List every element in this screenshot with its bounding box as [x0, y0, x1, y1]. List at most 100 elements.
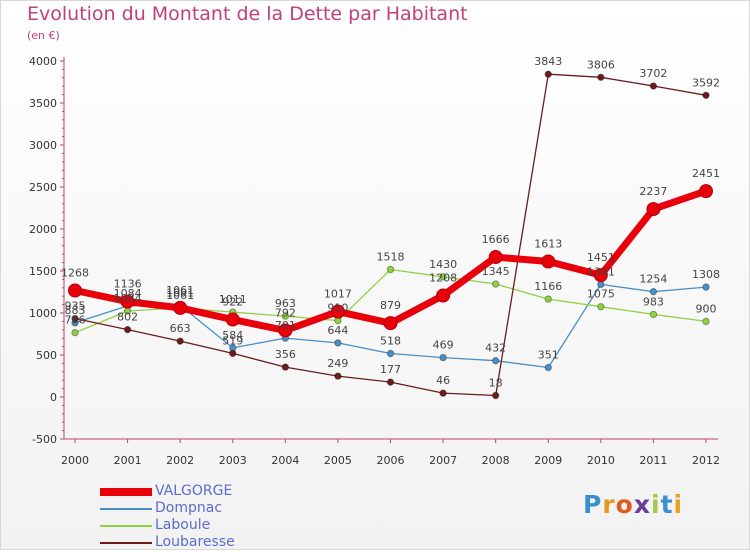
data-label: 792 — [275, 306, 296, 319]
data-point — [702, 91, 710, 99]
legend-label: Dompnac — [155, 500, 223, 516]
data-point — [597, 303, 605, 311]
x-tick-label: 2004 — [271, 454, 299, 467]
data-label: 1208 — [429, 272, 457, 285]
x-tick-label: 2012 — [692, 454, 720, 467]
data-label: 1166 — [534, 280, 562, 293]
data-label: 3843 — [534, 55, 562, 68]
data-point — [491, 391, 500, 400]
data-label: 356 — [275, 348, 296, 361]
y-tick-label: 3500 — [29, 97, 57, 110]
data-point — [229, 349, 237, 358]
legend-swatch — [100, 508, 152, 510]
data-label: 1091 — [166, 286, 194, 299]
data-label: 1136 — [114, 278, 142, 291]
series-layer — [68, 70, 713, 400]
data-point — [646, 202, 661, 217]
logo-letter: P — [583, 490, 603, 519]
data-point — [330, 304, 345, 319]
data-label: 519 — [222, 334, 243, 347]
data-point — [488, 250, 503, 265]
data-label: 46 — [436, 374, 450, 387]
x-tick-label: 2009 — [534, 454, 562, 467]
data-label: 963 — [275, 297, 296, 310]
data-label: 1061 — [166, 289, 194, 302]
data-label: 1518 — [377, 250, 405, 263]
chart-title: Evolution du Montant de la Dette par Hab… — [27, 3, 468, 25]
data-label: 3702 — [639, 67, 667, 80]
y-tick-label: 1000 — [29, 307, 57, 320]
y-tick-label: 500 — [36, 349, 57, 362]
data-point — [334, 339, 342, 347]
data-point — [71, 328, 79, 337]
data-point — [544, 363, 552, 372]
data-label: 1268 — [61, 266, 89, 279]
data-label: 1613 — [534, 238, 562, 251]
data-label: 432 — [485, 342, 506, 355]
y-tick-label: -500 — [32, 433, 57, 446]
data-point — [278, 323, 293, 338]
data-label: 1666 — [482, 233, 510, 246]
data-point — [702, 283, 710, 291]
data-label: 1017 — [324, 288, 352, 301]
data-label: 1430 — [429, 258, 457, 271]
x-tick-label: 2007 — [429, 454, 457, 467]
data-point — [225, 312, 240, 327]
data-point — [439, 389, 447, 397]
x-tick-label: 2005 — [324, 454, 352, 467]
data-label: 1061 — [166, 284, 194, 297]
logo-letter: i — [673, 490, 684, 519]
legend-label: Loubaresse — [155, 534, 235, 550]
data-point — [702, 317, 710, 326]
legend-label: Laboule — [155, 517, 211, 533]
data-point — [334, 372, 342, 380]
data-point — [597, 73, 605, 81]
legend-swatch — [100, 542, 152, 544]
logo-letter: i — [651, 490, 661, 519]
y-tick-label: 2000 — [29, 223, 57, 236]
data-point — [541, 254, 556, 269]
data-label: 879 — [380, 299, 401, 312]
data-label: 177 — [380, 363, 401, 376]
data-point — [699, 184, 713, 199]
y-tick-label: 2500 — [29, 181, 57, 194]
data-label: 766 — [65, 314, 86, 327]
data-label: 518 — [380, 334, 401, 347]
logo-letter: x — [633, 490, 651, 519]
data-label: 1308 — [692, 268, 720, 281]
data-label: 1345 — [482, 265, 510, 278]
data-point — [281, 312, 290, 320]
data-label: 701 — [275, 319, 296, 332]
data-label: 1011 — [219, 293, 247, 306]
logo-letter: o — [615, 490, 634, 519]
data-point — [491, 280, 500, 288]
data-point — [386, 378, 395, 386]
x-tick-label: 2001 — [114, 454, 142, 467]
line-chart: -500 0 500 1000 1500 2000 2500 3000 3500 4000 2000… — [29, 55, 720, 467]
data-point — [281, 363, 290, 371]
data-label: 584 — [222, 329, 243, 342]
data-label: 883 — [65, 304, 86, 317]
data-point — [120, 294, 135, 309]
y-tick-label: 0 — [50, 391, 57, 404]
data-label: 2237 — [639, 185, 667, 198]
data-label: 1341 — [587, 265, 615, 278]
data-label: 1084 — [114, 287, 142, 300]
data-point — [544, 70, 552, 78]
data-label: 1254 — [639, 273, 667, 286]
data-label: 802 — [117, 311, 138, 324]
data-point — [173, 300, 188, 315]
y-tick-label: 3000 — [29, 139, 57, 152]
data-label: 18 — [489, 376, 503, 389]
x-tick-label: 2011 — [639, 454, 667, 467]
x-tick-label: 2010 — [587, 454, 615, 467]
x-tick-label: 2000 — [61, 454, 89, 467]
legend-swatch — [100, 488, 152, 496]
data-label: 469 — [433, 339, 454, 352]
data-point — [439, 273, 447, 281]
axes: -500 0 500 1000 1500 2000 2500 3000 3500 4000 2000… — [29, 55, 720, 467]
logo-letter: t — [660, 490, 674, 519]
x-tick-label: 2006 — [377, 454, 405, 467]
data-point — [491, 357, 500, 365]
